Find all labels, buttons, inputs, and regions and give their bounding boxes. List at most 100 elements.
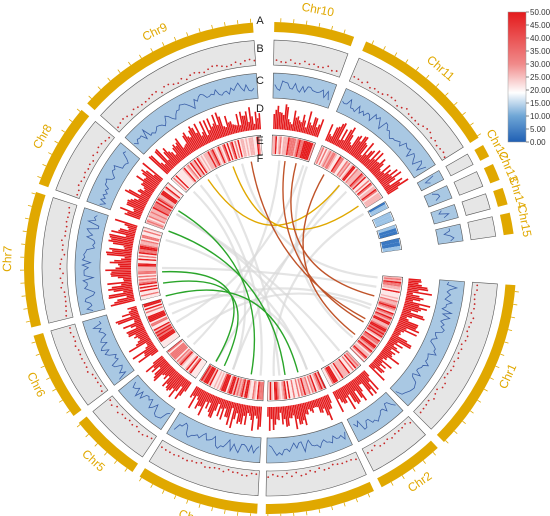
track-d-bar [381,171,402,187]
track-e-cell [158,195,175,207]
track-b-point [341,462,344,465]
track-b-point [313,63,315,66]
track-c-line [438,210,450,219]
track-b-point [92,160,95,162]
track-d-bar [373,359,381,367]
scale-tick [305,511,308,516]
track-e-cell [139,245,158,250]
track-e-cell [145,306,164,314]
track-d-bar [207,134,212,143]
track-e-cell [363,192,380,205]
track-e-cell [376,307,394,315]
scale-tick [211,24,213,29]
track-d-bar [134,318,142,323]
track-e-cell [328,364,340,382]
track-e-cell [217,372,227,390]
track-e-cell [369,322,387,333]
track-e-cell [325,152,336,170]
track-e-cell [138,261,157,264]
track-d-bar [388,339,403,349]
track-c-line [431,193,441,201]
track-d-bar [259,406,262,427]
ring-letter-f: F [257,153,264,165]
track-e-cell [352,176,367,190]
track-d-bar [326,133,332,142]
track-b-point [295,471,298,474]
track-d-bar [135,323,144,328]
track-e-cell [303,141,311,160]
track-d-bar [124,256,132,259]
link-green [178,210,256,375]
track-e-cell [139,248,158,253]
track-e-cell [310,374,319,392]
track-b-point [92,154,95,157]
track-e-cell [189,162,202,178]
track-e-cell [138,274,157,278]
track-d-bar [332,391,345,413]
track-e-cell [361,188,377,201]
track-b-point [405,108,408,110]
track-e-cell [187,356,200,372]
track-b-point [155,90,157,93]
track-b-point [128,419,131,422]
track-b-point [422,407,425,410]
track-b-point [476,289,478,292]
track-d-bar [165,373,181,391]
track-e-cell [363,331,380,344]
track-b-point [294,62,297,65]
track-d-bar [379,168,398,184]
track-d-bar [272,406,275,431]
track-b-point [318,467,321,470]
track-d-bar [278,112,281,130]
track-e-cell [165,186,181,199]
track-e-cell [345,168,359,184]
chromosome-label: Chr10 [301,0,336,19]
track-d-bar [336,389,347,404]
track-e-cell [370,206,388,217]
track-e-cell [154,202,172,213]
track-e-cell [167,340,183,353]
track-b-point [309,469,312,472]
chromosome-ideogram [78,416,139,472]
track-e-cell [329,155,341,172]
scale-tick [500,353,505,356]
track-b-point [132,108,135,111]
track-d-bar [136,175,156,190]
track-b-point [401,426,404,429]
track-d-bar [223,125,228,137]
scale-tick [48,152,52,155]
track-c-band [124,73,259,155]
track-b-point [361,81,363,84]
track-b-point [434,139,437,142]
track-b-point [65,305,67,308]
track-d-bar [118,263,132,266]
track-e-cell [180,352,195,367]
track-e-cell [141,237,160,244]
track-d-bar [143,186,154,194]
track-b-point [65,220,68,223]
track-b-point [280,61,283,63]
track-e-cell [355,341,371,355]
track-layer [20,18,519,516]
chromosome-chr5 [76,338,208,472]
track-b-band [467,216,497,241]
track-d-bar [115,313,140,324]
track-e-cell [161,191,178,204]
track-e-cell [353,345,368,359]
track-d-bar [247,405,251,414]
track-b-point [470,312,473,314]
track-d-bar [145,177,158,187]
track-d-bar [241,115,246,132]
track-e-cell [240,379,247,398]
track-e-cell [273,136,276,155]
scale-tick [198,28,201,33]
track-e-cell [211,370,222,388]
track-d-bar [139,188,152,197]
track-c-line [134,82,255,145]
track-e-cell [190,359,203,375]
chromosome-ideogram [139,468,258,514]
track-e-cell [159,330,176,343]
track-b-point [366,451,369,454]
track-d-bar [111,238,134,244]
track-b-point [369,86,371,89]
